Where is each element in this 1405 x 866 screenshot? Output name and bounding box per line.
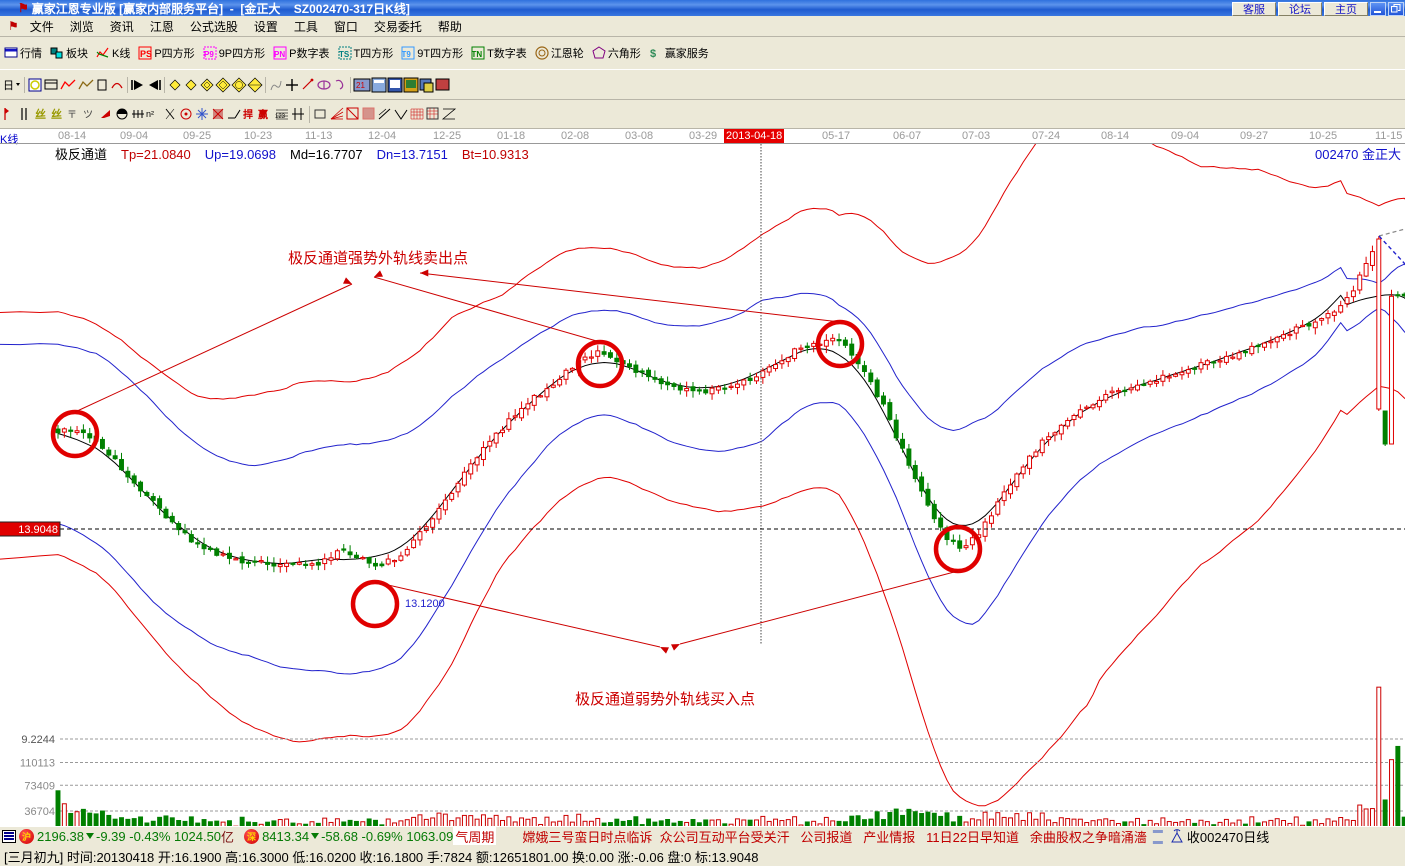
svg-text:36704: 36704	[24, 806, 55, 818]
svg-text:T9: T9	[402, 50, 412, 59]
svg-text:极反通道强势外轨线卖出点: 极反通道强势外轨线卖出点	[288, 250, 468, 267]
svg-text:赢: 赢	[258, 108, 268, 121]
svg-text:123: 123	[275, 114, 286, 120]
svg-text:TS: TS	[339, 50, 350, 59]
svg-text:P9: P9	[204, 50, 214, 59]
svg-text:13.9048: 13.9048	[18, 524, 58, 536]
svg-text:〒: 〒	[67, 110, 77, 121]
svg-text:21: 21	[356, 81, 365, 90]
svg-text:n²: n²	[146, 109, 154, 119]
svg-text:73409: 73409	[24, 780, 55, 792]
svg-text:极反通道弱势外轨线买入点: 极反通道弱势外轨线买入点	[575, 691, 755, 708]
svg-text:$: $	[650, 48, 656, 60]
svg-text:丝: 丝	[35, 107, 46, 121]
svg-text:110113: 110113	[20, 758, 55, 770]
svg-text:ツ: ツ	[83, 110, 93, 121]
svg-text:日: 日	[3, 80, 14, 92]
svg-text:丝: 丝	[51, 107, 62, 121]
svg-text:9.2244: 9.2244	[21, 734, 55, 746]
svg-text:TN: TN	[472, 50, 483, 59]
svg-text:PS: PS	[140, 49, 152, 59]
svg-text:捍: 捍	[243, 108, 253, 121]
svg-text:13.1200: 13.1200	[405, 598, 445, 610]
svg-text:PN: PN	[274, 50, 285, 59]
